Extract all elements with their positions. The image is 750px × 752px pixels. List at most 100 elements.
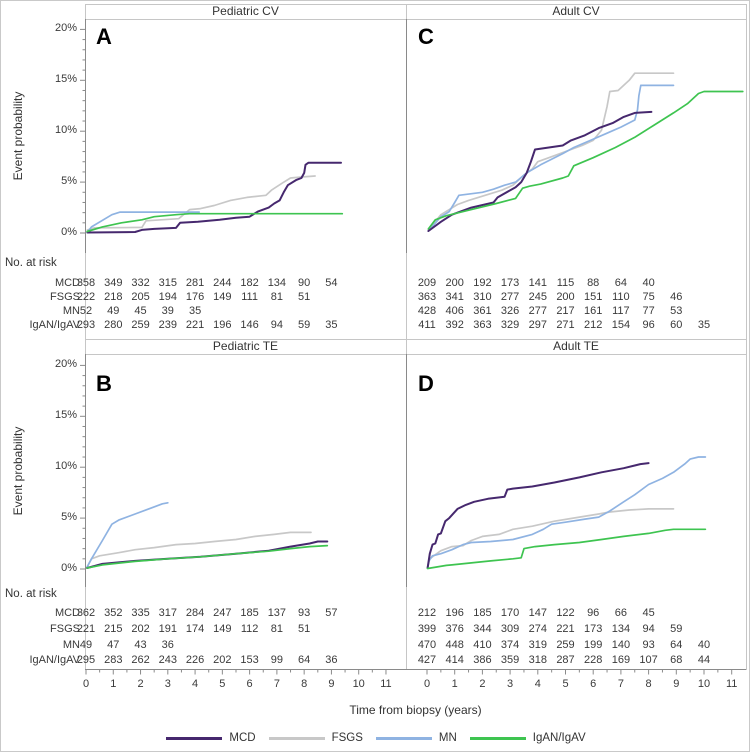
x-tick-label: 5 [562,678,569,690]
risk-value: 45 [134,305,147,317]
risk-value: 75 [642,291,655,303]
legend-label-mn: MN [438,732,457,744]
risk-value: 315 [158,277,177,289]
x-tick-label: 7 [273,678,280,690]
y-tick-label: 20% [54,358,77,371]
risk-value: 43 [134,639,147,651]
risk-value: 81 [270,623,283,635]
legend-item-mcd: MCD [166,732,256,744]
x-tick-label: 10 [352,678,365,690]
risk-value: 218 [104,291,123,303]
risk-value: 90 [298,277,311,289]
risk-value: 149 [213,291,232,303]
curve-c-fsgs [427,72,675,231]
x-tick-label: 11 [380,678,392,690]
risk-value: 35 [325,319,338,331]
y-tick-label: 5% [61,175,77,188]
risk-value: 196 [213,319,232,331]
panel-a-title: Pediatric CV [212,4,279,18]
x-tick-label: 8 [645,678,652,690]
risk-value: 137 [267,607,287,619]
risk-value: 46 [670,291,683,303]
risk-value: 53 [670,305,683,317]
y-tick-label: 10% [54,460,77,473]
curve-b-mcd [86,540,329,569]
risk-value: 277 [528,305,547,317]
risk-value: 134 [267,277,287,289]
risk-value: 107 [639,654,658,666]
legend-line-mn [375,736,432,740]
risk-value: 277 [500,291,520,303]
risk-value: 217 [556,305,575,317]
risk-value: 247 [213,607,232,619]
risk-value: 111 [241,291,258,303]
legend-item-fsgs: FSGS [268,732,363,744]
risk-value: 226 [185,654,205,666]
risk-value: 170 [500,607,520,619]
risk-value: 406 [445,305,464,317]
no-at-risk-header-bottom: No. at risk [5,588,57,600]
panel-b-letter: B [96,371,112,396]
curve-d-mn [426,456,707,569]
risk-value: 283 [104,654,123,666]
curve-c-mcd [427,110,653,232]
risk-value: 149 [213,623,232,635]
risk-value: 361 [473,305,492,317]
x-tick-label: 10 [697,678,711,690]
risk-value: 66 [614,607,628,619]
risk-value: 411 [418,319,436,331]
risk-value: 52 [79,305,93,317]
risk-value: 35 [697,319,711,331]
x-axis-label: Time from biopsy (years) [349,703,482,717]
risk-value: 317 [158,607,177,619]
risk-value: 284 [185,607,205,619]
risk-value: 376 [445,623,464,635]
legend-label-fsgs: FSGS [331,732,363,744]
risk-value: 386 [473,654,492,666]
risk-value: 110 [612,291,630,303]
risk-value: 140 [611,639,631,651]
risk-value: 174 [185,623,205,635]
x-tick-label: 8 [301,678,308,690]
risk-value: 352 [104,607,123,619]
y-tick-label: 20% [54,22,77,35]
risk-value: 154 [611,319,631,331]
legend-line-mcd [166,736,223,740]
risk-value: 221 [76,623,96,635]
risk-value: 332 [131,277,150,289]
risk-value: 77 [642,305,655,317]
x-tick-label: 11 [725,678,738,690]
risk-value: 209 [417,277,437,289]
risk-value: 112 [240,623,259,635]
risk-value: 228 [584,654,603,666]
panel-c-title: Adult CV [552,4,600,18]
risk-value: 363 [417,291,437,303]
risk-value: 349 [104,277,123,289]
risk-value: 344 [473,623,492,635]
risk-value: 281 [185,277,205,289]
risk-value: 59 [670,623,683,635]
risk-value: 40 [642,277,655,289]
y-tick-label: 15% [54,73,77,86]
legend-item-mn: MN [375,732,457,744]
x-tick-label: 2 [479,678,486,690]
risk-value: 185 [473,607,492,619]
x-tick-label: 4 [534,678,541,690]
risk-value: 202 [131,623,150,635]
curve-d-mcd [426,462,650,569]
x-tick-label: 9 [328,678,335,690]
risk-value: 51 [298,623,311,635]
risk-value: 222 [76,291,96,303]
risk-row-label: IgAN/IgAV [29,319,80,331]
risk-value: 94 [270,319,283,331]
risk-value: 96 [587,607,600,619]
panel-c-letter: C [418,24,434,49]
risk-value: 59 [298,319,311,331]
risk-value: 40 [697,639,711,651]
risk-value: 194 [158,291,177,303]
risk-value: 96 [642,319,655,331]
risk-value: 212 [417,607,437,619]
curve-b-mn [86,501,169,568]
risk-value: 122 [556,607,575,619]
y-tick-label: 0% [61,562,77,574]
